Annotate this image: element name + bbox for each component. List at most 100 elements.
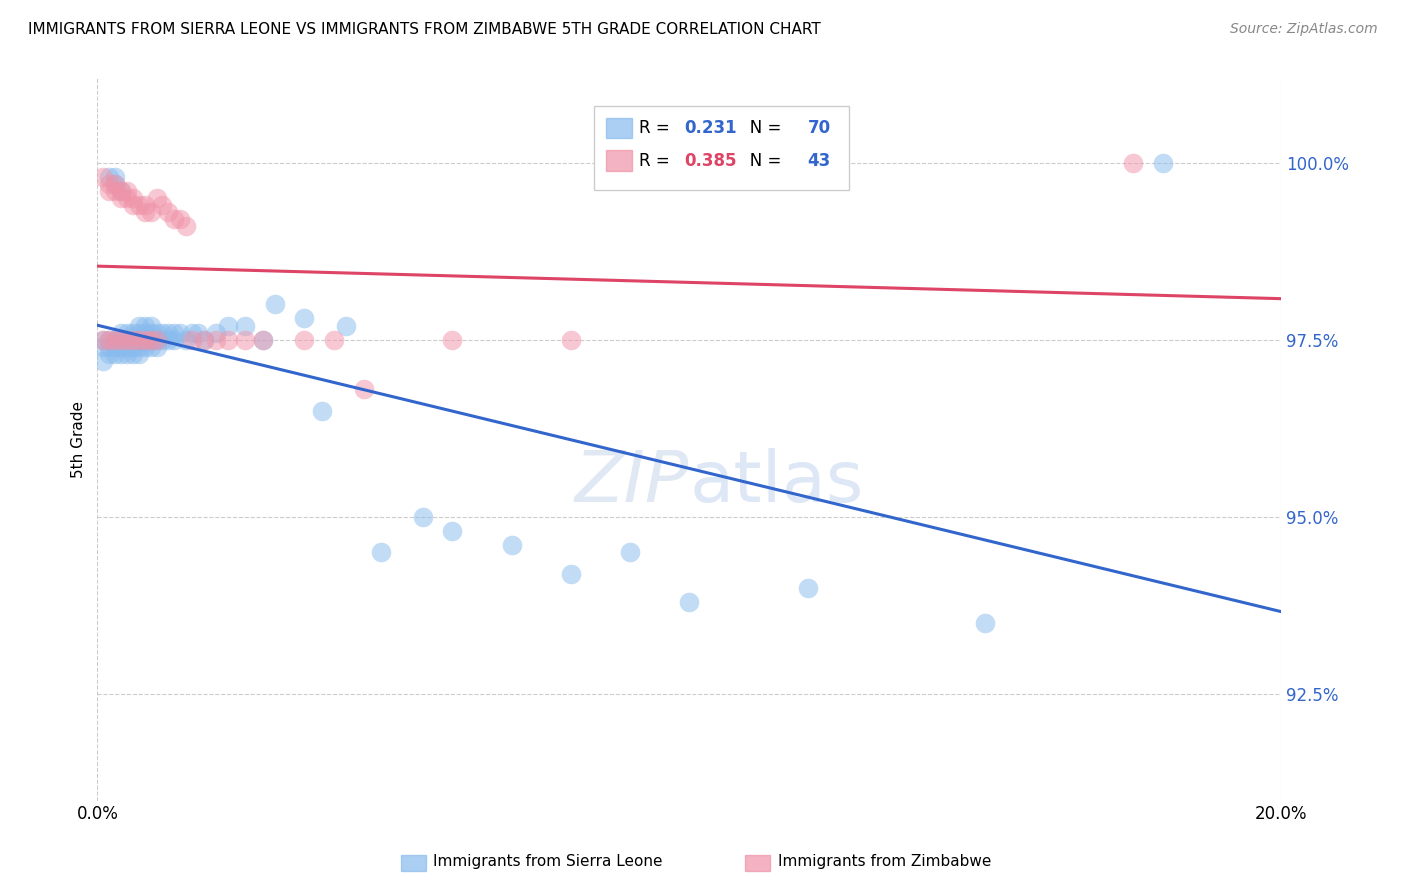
Point — [1152, 155, 1174, 169]
Point — [678, 595, 700, 609]
Point — [115, 333, 138, 347]
Point — [134, 333, 156, 347]
Point — [163, 326, 186, 340]
Point — [121, 333, 143, 347]
Point — [121, 347, 143, 361]
Point — [110, 347, 132, 361]
Point — [98, 169, 121, 184]
Point — [115, 191, 138, 205]
Point — [134, 198, 156, 212]
Point — [974, 616, 997, 631]
Point — [104, 177, 127, 191]
Point — [98, 333, 121, 347]
Point — [139, 326, 162, 340]
Text: Immigrants from Zimbabwe: Immigrants from Zimbabwe — [778, 855, 991, 869]
Point — [128, 326, 150, 340]
Point — [121, 333, 143, 347]
Text: 0.385: 0.385 — [685, 152, 737, 169]
Point — [115, 347, 138, 361]
Point — [115, 333, 138, 347]
Point — [110, 184, 132, 198]
Point — [264, 297, 287, 311]
Point — [128, 198, 150, 212]
Point — [121, 340, 143, 354]
Point — [115, 184, 138, 198]
Point — [163, 333, 186, 347]
Point — [441, 524, 464, 539]
Point — [169, 326, 191, 340]
Point — [98, 184, 121, 198]
Point — [128, 340, 150, 354]
Text: ZIP: ZIP — [575, 448, 689, 517]
Point — [98, 347, 121, 361]
Point — [181, 326, 204, 340]
Point — [204, 333, 226, 347]
Point — [501, 538, 523, 552]
Point — [110, 326, 132, 340]
Point — [619, 545, 641, 559]
Point — [157, 326, 180, 340]
Point — [134, 326, 156, 340]
Point — [145, 333, 167, 347]
Point — [91, 333, 114, 347]
Point — [252, 333, 274, 347]
Point — [104, 169, 127, 184]
Point — [145, 340, 167, 354]
Point — [134, 205, 156, 219]
Point — [139, 205, 162, 219]
Point — [233, 318, 256, 333]
Point — [139, 340, 162, 354]
Point — [134, 340, 156, 354]
Text: N =: N = — [734, 152, 787, 169]
Point — [174, 219, 197, 234]
Text: 0.231: 0.231 — [685, 119, 737, 137]
Point — [110, 184, 132, 198]
Text: 70: 70 — [807, 119, 831, 137]
Point — [204, 326, 226, 340]
Point — [104, 177, 127, 191]
Text: Immigrants from Sierra Leone: Immigrants from Sierra Leone — [433, 855, 662, 869]
Point — [104, 340, 127, 354]
Point — [181, 333, 204, 347]
Point — [294, 333, 316, 347]
Point — [104, 333, 127, 347]
Bar — [595, 106, 849, 189]
Point — [128, 333, 150, 347]
Point — [370, 545, 392, 559]
Point — [157, 205, 180, 219]
Point — [152, 333, 174, 347]
Point — [145, 326, 167, 340]
Point — [110, 340, 132, 354]
Point — [110, 333, 132, 347]
Point — [128, 318, 150, 333]
Point — [311, 403, 333, 417]
Point — [335, 318, 357, 333]
Point — [217, 333, 239, 347]
Point — [441, 333, 464, 347]
Point — [139, 333, 162, 347]
Point — [98, 177, 121, 191]
Text: atlas: atlas — [689, 448, 863, 517]
Point — [157, 333, 180, 347]
Bar — [606, 118, 633, 138]
Point — [98, 340, 121, 354]
Text: 43: 43 — [807, 152, 831, 169]
Point — [128, 333, 150, 347]
Point — [193, 333, 215, 347]
Y-axis label: 5th Grade: 5th Grade — [72, 401, 86, 477]
Point — [134, 333, 156, 347]
Point — [115, 340, 138, 354]
Point — [560, 333, 582, 347]
Text: IMMIGRANTS FROM SIERRA LEONE VS IMMIGRANTS FROM ZIMBABWE 5TH GRADE CORRELATION C: IMMIGRANTS FROM SIERRA LEONE VS IMMIGRAN… — [28, 22, 821, 37]
Point — [217, 318, 239, 333]
Point — [139, 318, 162, 333]
Bar — [606, 151, 633, 170]
Point — [163, 212, 186, 227]
Point — [115, 326, 138, 340]
Point — [323, 333, 346, 347]
Point — [121, 198, 143, 212]
Point — [98, 333, 121, 347]
Point — [174, 333, 197, 347]
Point — [139, 333, 162, 347]
Point — [412, 510, 434, 524]
